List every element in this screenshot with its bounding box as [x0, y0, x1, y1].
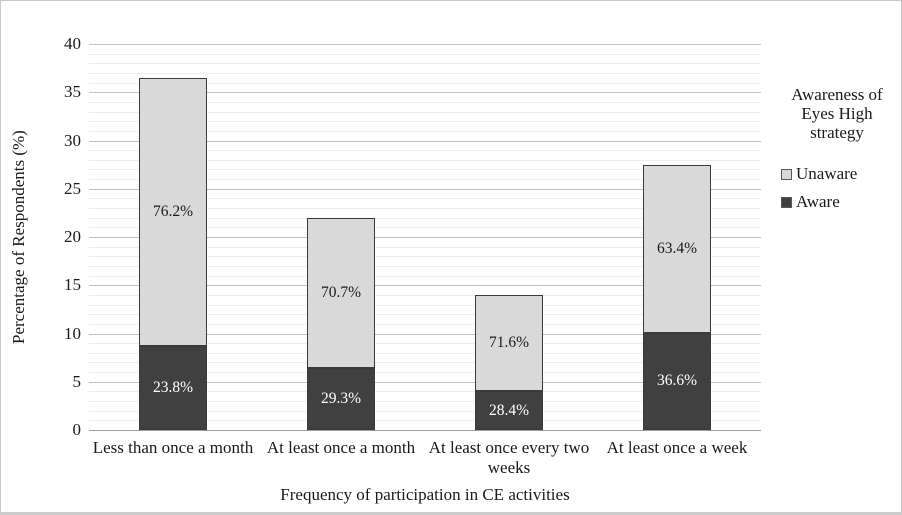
gridline — [89, 150, 761, 152]
gridline — [89, 169, 761, 171]
gridline — [89, 179, 761, 181]
data-label: 70.7% — [320, 283, 362, 301]
gridline — [89, 53, 761, 55]
bar-segment-aware: 23.8% — [139, 346, 207, 430]
gridline — [89, 227, 761, 229]
gridline — [89, 314, 761, 316]
gridline — [89, 92, 761, 94]
gridline — [89, 198, 761, 200]
gridline — [89, 63, 761, 65]
gridline — [89, 294, 761, 296]
data-label: 23.8% — [152, 379, 194, 397]
data-label: 28.4% — [488, 401, 530, 419]
y-tick-label: 40 — [64, 34, 81, 53]
legend-item-unaware: Unaware — [781, 164, 893, 184]
legend-item-label: Aware — [796, 192, 840, 211]
gridline — [89, 352, 761, 354]
gridline — [89, 362, 761, 364]
aware-swatch-icon — [781, 196, 792, 208]
legend-title: Awareness of Eyes High strategy — [791, 85, 883, 142]
y-tick-label: 15 — [64, 275, 81, 295]
gridline — [89, 304, 761, 306]
bar-segment-unaware: 71.6% — [475, 294, 543, 392]
gridline — [89, 82, 761, 84]
bar-segment-aware: 29.3% — [307, 368, 375, 430]
legend-item-aware: Aware — [781, 192, 893, 212]
gridline — [89, 246, 761, 248]
y-tick-label: 30 — [64, 130, 81, 150]
gridline — [89, 121, 761, 123]
x-category-label: At least once a week — [606, 438, 748, 457]
x-category-label: At least once a month — [266, 438, 416, 457]
gridline — [89, 237, 761, 238]
gridline — [89, 401, 761, 403]
x-category-label: Less than once a month — [92, 438, 254, 457]
y-tick-label: 25 — [64, 178, 81, 198]
y-tick-label: 10 — [64, 323, 81, 343]
y-axis-title: Percentage of Respondents (%) — [9, 130, 28, 344]
gridline — [89, 188, 761, 190]
gridline — [89, 343, 761, 345]
x-axis-title: Frequency of participation in CE activit… — [280, 485, 570, 504]
bar-segment-unaware: 70.7% — [307, 217, 375, 369]
bar-segment-unaware: 76.2% — [139, 77, 207, 347]
data-label: 29.3% — [320, 390, 362, 408]
data-label: 71.6% — [488, 334, 530, 352]
data-label: 63.4% — [656, 239, 698, 257]
y-tick-label: 0 — [72, 420, 82, 439]
gridline — [89, 420, 761, 422]
legend-item-label: Unaware — [796, 164, 858, 183]
gridline — [89, 140, 761, 142]
bar-segment-aware: 28.4% — [475, 391, 543, 430]
y-tick-label: 20 — [64, 227, 81, 246]
gridline — [89, 323, 761, 325]
x-category-label: At least once every two weeks — [428, 438, 590, 477]
gridline — [89, 372, 761, 374]
bar-segment-unaware: 63.4% — [643, 164, 711, 333]
gridline — [89, 256, 761, 258]
gridline — [89, 101, 761, 103]
gridline — [89, 381, 761, 383]
bar-segment-aware: 36.6% — [643, 332, 711, 430]
gridline — [89, 208, 761, 210]
y-tick-label: 35 — [64, 82, 81, 102]
gridline — [89, 130, 761, 132]
gridline — [89, 333, 761, 335]
plot-area: 23.8% 76.2% 29.3% 70.7% 28.4% 71.6% 36.6% 63.4% — [89, 44, 761, 431]
x-axis-line — [89, 430, 761, 431]
gridline — [89, 111, 761, 113]
gridline — [89, 285, 761, 287]
gridline — [89, 275, 761, 277]
y-tick-label: 5 — [72, 371, 82, 391]
data-label: 76.2% — [152, 202, 194, 220]
gridline — [89, 410, 761, 412]
gridline — [89, 265, 761, 267]
gridline — [89, 391, 761, 393]
gridline — [89, 44, 761, 45]
gridline — [89, 217, 761, 219]
data-label: 36.6% — [656, 372, 698, 390]
gridline — [89, 159, 761, 161]
unaware-swatch-icon — [781, 168, 792, 180]
legend: Awareness of Eyes High strategy Unaware … — [781, 85, 893, 212]
gridline — [89, 72, 761, 74]
